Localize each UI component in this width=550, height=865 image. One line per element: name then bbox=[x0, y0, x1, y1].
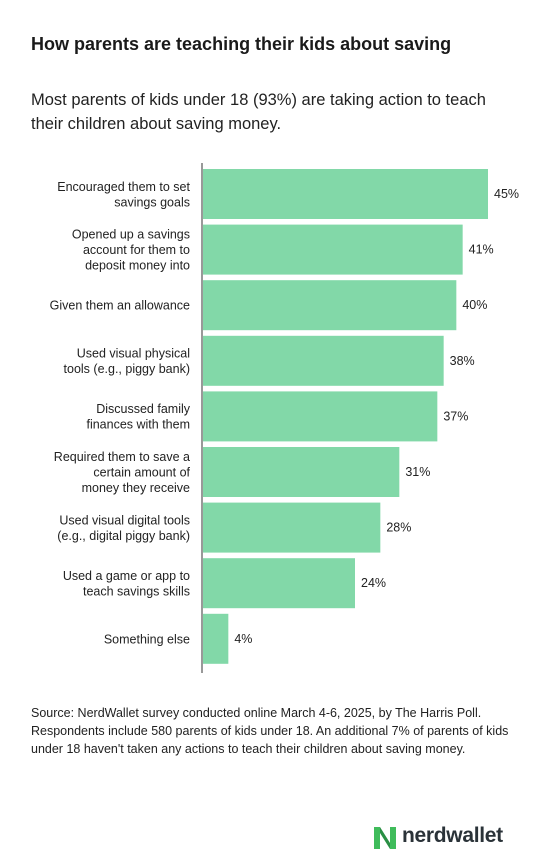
value-label-8: 4% bbox=[234, 632, 252, 646]
bar-4 bbox=[203, 391, 438, 442]
category-label-0: Encouraged them to set savings goals bbox=[57, 180, 190, 210]
bar-7 bbox=[203, 558, 355, 609]
nerdwallet-logo-icon bbox=[374, 827, 396, 849]
bar-1 bbox=[203, 224, 463, 275]
value-label-4: 37% bbox=[443, 409, 468, 423]
value-label-0: 45% bbox=[494, 187, 519, 201]
category-label-7: Used a game or app to teach savings skill… bbox=[63, 569, 190, 599]
bar-chart: 45% Encouraged them to set savings goals 41… bbox=[50, 163, 519, 673]
bar-5 bbox=[203, 447, 400, 497]
bar-2 bbox=[203, 280, 457, 331]
category-label-3: Used visual physical tools (e.g., piggy b… bbox=[64, 347, 190, 377]
chart-title: How parents are teaching their kids abou… bbox=[31, 34, 452, 54]
value-label-7: 24% bbox=[361, 576, 386, 590]
value-label-3: 38% bbox=[450, 354, 475, 368]
value-label-2: 40% bbox=[462, 298, 487, 312]
category-label-4: Discussed family finances with them bbox=[86, 402, 190, 432]
category-label-8: Something else bbox=[104, 632, 190, 646]
category-label-5: Required them to save a certain amount of… bbox=[54, 450, 191, 495]
bar-3 bbox=[203, 335, 444, 386]
chart-subtitle: Most parents of kids under 18 (93%) are … bbox=[31, 91, 486, 133]
logo-wordmark: nerdwallet bbox=[402, 824, 503, 847]
value-label-6: 28% bbox=[386, 521, 411, 535]
bar-6 bbox=[203, 502, 381, 553]
category-label-1: Opened up a savings account for them to de… bbox=[72, 228, 190, 273]
value-label-1: 41% bbox=[469, 243, 494, 257]
nerdwallet-logo: nerdwallet bbox=[372, 823, 532, 851]
source-note: Source: NerdWallet survey conducted onli… bbox=[31, 706, 509, 756]
bar-0 bbox=[203, 169, 488, 219]
bar-8 bbox=[203, 613, 229, 664]
category-label-6: Used visual digital tools (e.g., digital … bbox=[57, 513, 190, 543]
category-label-2: Given them an allowance bbox=[50, 299, 190, 313]
value-label-5: 31% bbox=[405, 465, 430, 479]
